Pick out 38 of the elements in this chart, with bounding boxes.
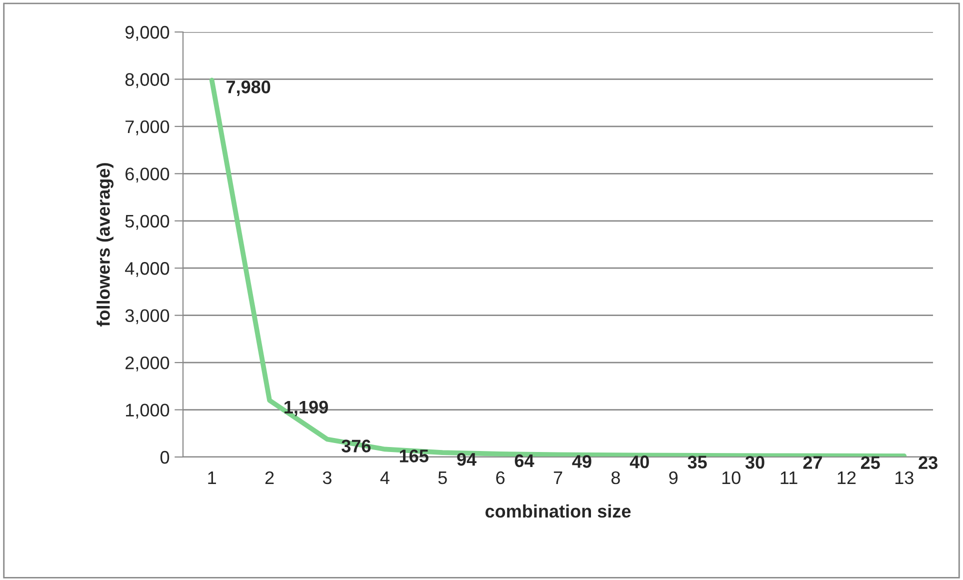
y-tick-label: 6,000 xyxy=(126,168,170,183)
data-label: 35 xyxy=(688,456,707,469)
data-label: 64 xyxy=(514,454,534,468)
x-tick-label: 12 xyxy=(838,471,856,484)
x-axis-title: combination size xyxy=(485,504,631,518)
x-tick-label: 7 xyxy=(554,472,562,484)
x-tick-label: 3 xyxy=(322,471,332,484)
y-tick-label: 0 xyxy=(160,450,170,464)
data-label: 40 xyxy=(630,456,649,468)
y-tick-label: 1,000 xyxy=(126,404,170,419)
data-label: 49 xyxy=(572,455,592,468)
data-label: 165 xyxy=(400,450,428,462)
y-tick-label: 2,000 xyxy=(126,356,170,372)
data-label: 30 xyxy=(745,456,764,469)
x-tick-label: 8 xyxy=(611,471,620,484)
data-label: 376 xyxy=(342,440,371,452)
y-tick-label: 5,000 xyxy=(125,214,170,230)
data-label: 7,980 xyxy=(226,80,270,96)
x-tick-label: 4 xyxy=(380,472,390,484)
data-label: 23 xyxy=(918,456,938,470)
x-tick-label: 11 xyxy=(780,472,798,484)
y-tick-label: 3,000 xyxy=(125,309,170,324)
y-tick-label: 8,000 xyxy=(125,73,170,88)
y-tick-label: 4,000 xyxy=(125,262,170,277)
x-tick-label: 13 xyxy=(895,471,914,484)
data-label: 25 xyxy=(860,456,880,469)
y-tick-label: 9,000 xyxy=(125,26,170,41)
x-tick-label: 10 xyxy=(722,471,740,484)
x-tick-label: 2 xyxy=(265,471,274,484)
data-label: 1,199 xyxy=(284,400,328,416)
x-tick-label: 6 xyxy=(496,471,505,484)
y-tick-label: 7,000 xyxy=(126,120,170,136)
x-tick-label: 5 xyxy=(438,472,447,484)
data-label: 27 xyxy=(803,456,822,469)
x-tick-label: 9 xyxy=(669,471,678,484)
data-label: 94 xyxy=(457,452,476,466)
x-tick-label: 1 xyxy=(208,472,216,484)
y-axis-title: followers (average) xyxy=(96,163,114,326)
